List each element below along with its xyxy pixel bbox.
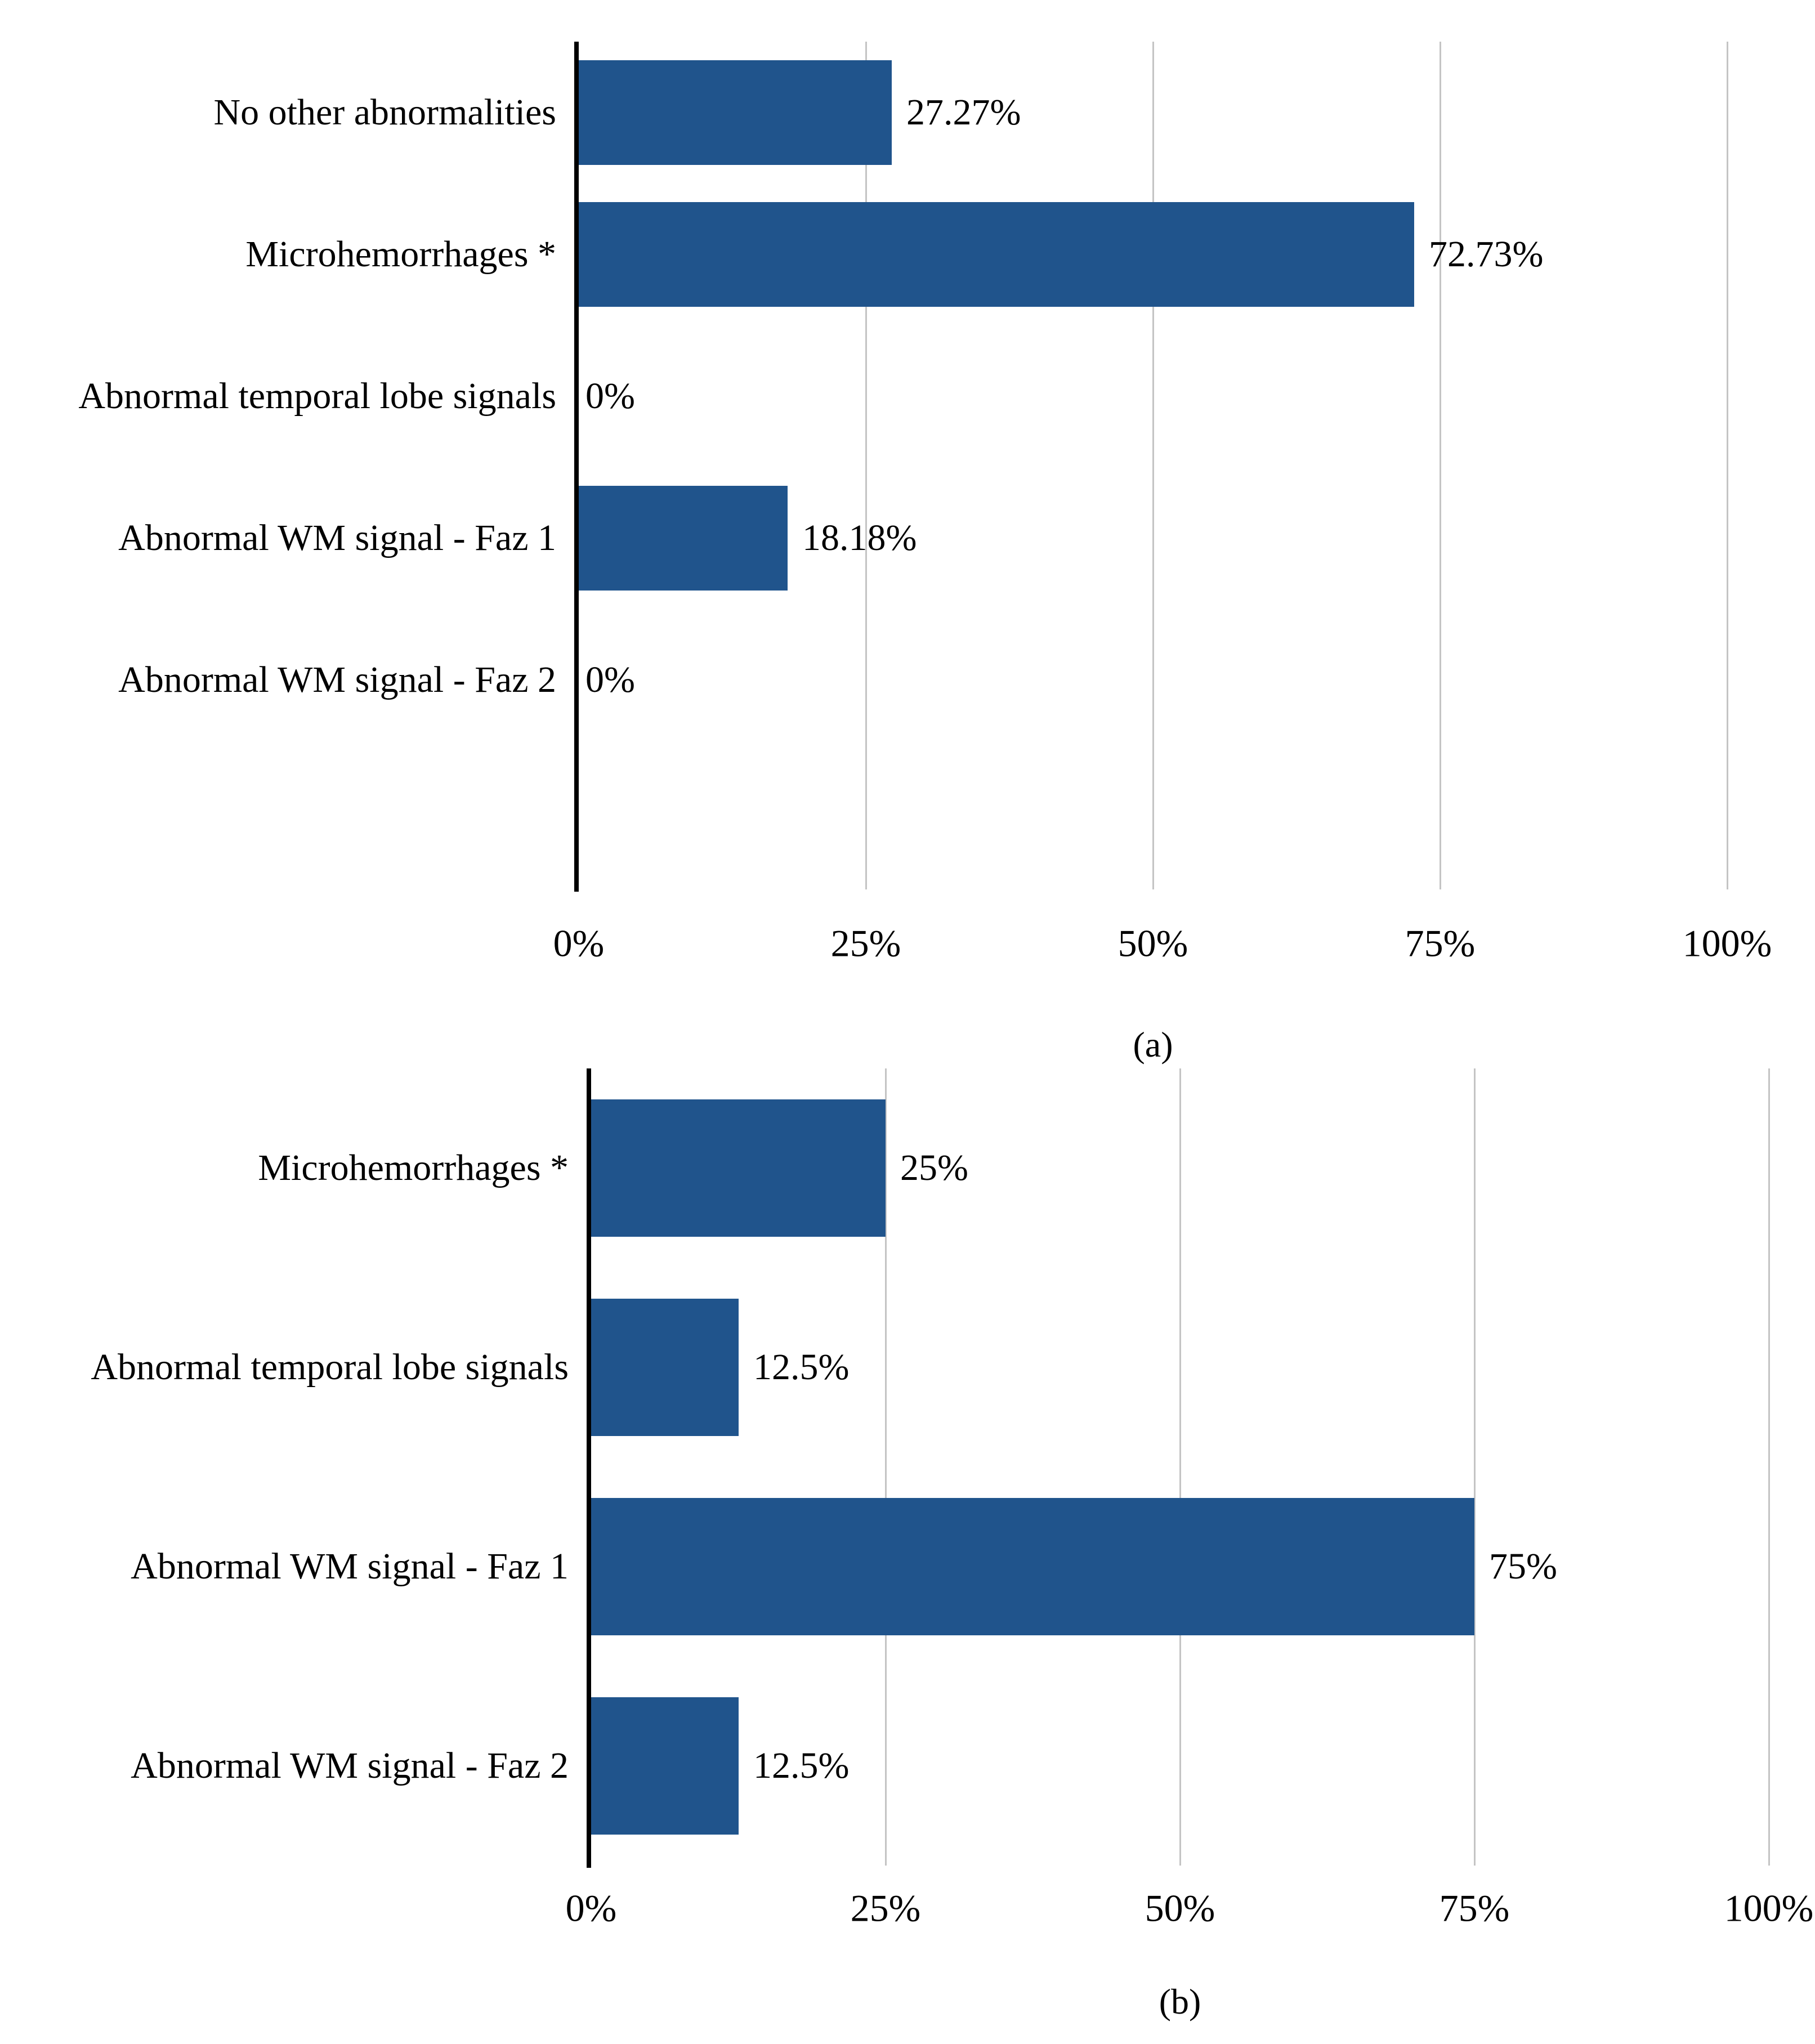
y-axis-line [587,1068,591,1868]
category-label: Abnormal WM signal - Faz 2 [118,659,556,700]
bar [591,1498,1474,1635]
category-label: Abnormal WM signal - Faz 1 [118,517,556,558]
category-label: Abnormal temporal lobe signals [91,1346,569,1388]
bar [579,486,788,591]
x-tick-label: 25% [850,1886,921,1930]
x-tick-label: 75% [1439,1886,1510,1930]
x-tick-label: 100% [1724,1886,1814,1930]
value-label: 0% [585,659,635,700]
x-tick-label: 100% [1682,922,1772,965]
category-label: Abnormal temporal lobe signals [78,375,556,417]
value-label: 12.5% [753,1346,850,1388]
gridline-50% [1152,42,1154,889]
bar [591,1099,886,1237]
value-label: 27.27% [906,91,1021,133]
value-label: 72.73% [1429,233,1544,275]
gridline-100% [1768,1068,1770,1866]
category-label: No other abnormalities [213,91,556,133]
value-label: 0% [585,375,635,417]
x-tick-label: 50% [1117,922,1188,965]
category-label: Microhemorrhages * [258,1147,569,1188]
value-label: 12.5% [753,1745,850,1786]
category-label: Abnormal WM signal - Faz 1 [131,1545,569,1587]
gridline-100% [1727,42,1728,889]
chart-b-caption: (b) [1159,1982,1201,2021]
gridline-25% [885,1068,887,1866]
gridline-75% [1474,1068,1476,1866]
value-label: 75% [1489,1545,1557,1587]
x-tick-label: 50% [1145,1886,1215,1930]
value-label: 18.18% [802,517,917,558]
x-tick-label: 75% [1405,922,1476,965]
bar [591,1697,739,1835]
x-tick-label: 0% [553,922,605,965]
chart-a-caption: (a) [1133,1025,1173,1065]
gridline-25% [865,42,867,889]
y-axis-line [574,42,579,892]
category-label: Abnormal WM signal - Faz 2 [131,1745,569,1786]
gridline-50% [1179,1068,1181,1866]
category-label: Microhemorrhages * [245,233,556,275]
bar [591,1299,739,1436]
x-tick-label: 25% [830,922,901,965]
bar [579,60,892,165]
value-label: 25% [900,1147,968,1188]
gridline-75% [1440,42,1441,889]
bar [579,202,1414,307]
x-tick-label: 0% [565,1886,617,1930]
